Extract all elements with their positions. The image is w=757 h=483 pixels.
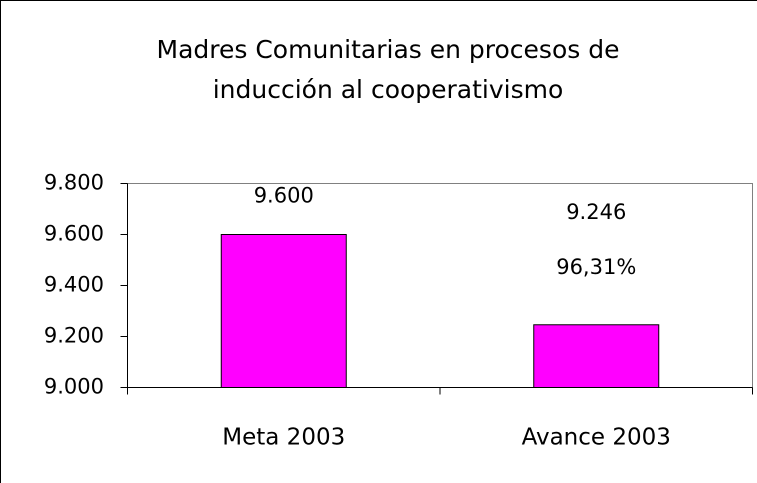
annotation: 96,31% (556, 255, 636, 279)
y-tick-label: 9.600 (44, 222, 104, 246)
y-tick-label: 9.000 (44, 375, 104, 399)
y-tick-label: 9.800 (44, 171, 104, 195)
x-tick-label: Avance 2003 (522, 425, 671, 451)
y-tick-label: 9.400 (44, 273, 104, 297)
value-label: 9.600 (254, 184, 314, 208)
bar (220, 234, 347, 388)
y-tick-label: 9.200 (44, 324, 104, 348)
bar (533, 324, 660, 388)
chart-title: Madres Comunitarias en procesos de induc… (156, 35, 620, 104)
x-tick-label: Meta 2003 (222, 425, 345, 451)
value-label: 9.246 (566, 200, 626, 224)
